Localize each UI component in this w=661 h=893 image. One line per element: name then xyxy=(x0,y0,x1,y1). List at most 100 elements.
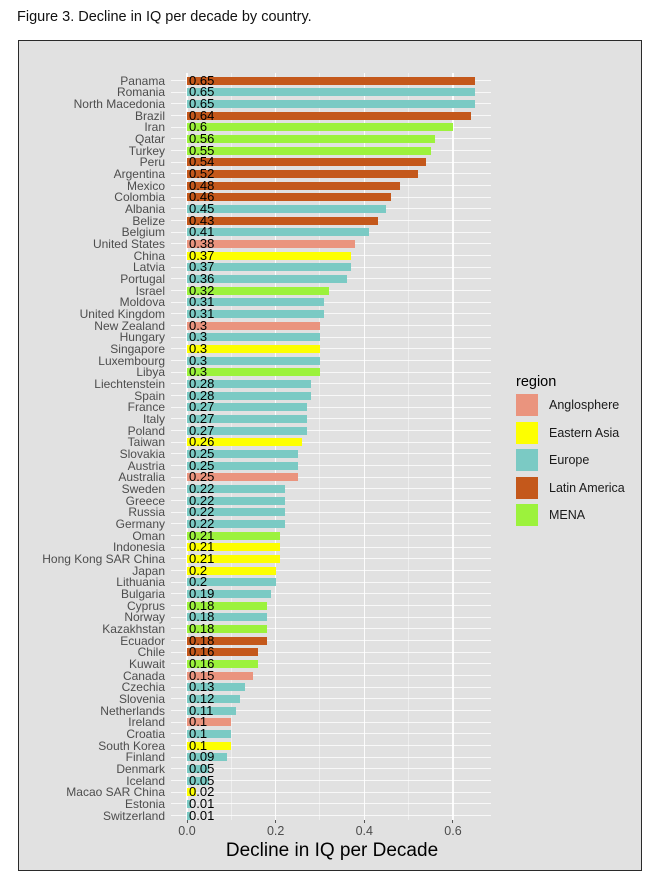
value-label: 0.1 xyxy=(189,737,208,753)
legend-swatch xyxy=(516,449,538,471)
gridline-horizontal xyxy=(171,756,491,758)
legend-swatch xyxy=(516,394,538,416)
country-label: Kazakhstan xyxy=(102,621,165,636)
value-label: 0.22 xyxy=(189,492,215,508)
legend-label: Anglosphere xyxy=(549,398,620,412)
gridline-horizontal xyxy=(171,780,491,782)
value-label: 0.16 xyxy=(189,655,215,671)
gridline-horizontal xyxy=(171,593,491,595)
gridline-vertical-major xyxy=(452,72,454,820)
legend-swatch xyxy=(516,476,538,499)
bar xyxy=(187,589,272,598)
value-label: 0.64 xyxy=(189,107,215,123)
gridline-horizontal xyxy=(171,640,491,642)
legend-swatch xyxy=(516,421,538,444)
gridline-horizontal xyxy=(171,406,491,408)
country-label: Romania xyxy=(116,85,165,100)
country-label: Taiwan xyxy=(127,435,165,450)
value-label: 0.38 xyxy=(189,235,215,251)
bar-rows: Panama 0.65 Romania 0.65 North Macedonia 0.65… xyxy=(19,41,641,870)
value-label: 0.43 xyxy=(189,212,215,228)
chart-figure: Panama 0.65 Romania 0.65 North Macedonia 0.65… xyxy=(18,40,642,871)
value-label: 0.55 xyxy=(189,142,215,158)
gridline-horizontal xyxy=(171,511,491,513)
bar xyxy=(187,403,307,412)
legend-label: MENA xyxy=(549,508,586,522)
country-label: Denmark xyxy=(116,761,165,776)
gridline-horizontal xyxy=(171,616,491,618)
bar xyxy=(187,578,276,587)
legend-item: Europe xyxy=(516,449,625,471)
country-label: Czechia xyxy=(121,680,165,695)
value-label: 0.2 xyxy=(189,562,208,578)
value-label: 0.28 xyxy=(189,387,215,403)
country-label: Albania xyxy=(124,201,165,216)
country-label: Finland xyxy=(125,750,165,765)
value-label: 0.3 xyxy=(189,340,208,356)
value-label: 0.3 xyxy=(189,329,208,345)
country-label: Japan xyxy=(132,563,165,578)
x-tick-mark xyxy=(363,820,365,823)
country-label: Macao SAR China xyxy=(66,785,165,800)
gridline-horizontal xyxy=(171,313,491,315)
country-label: Turkey xyxy=(128,143,165,158)
bar xyxy=(187,286,329,295)
bar xyxy=(187,519,285,528)
value-label: 0.01 xyxy=(189,807,215,823)
country-label: Panama xyxy=(120,73,165,88)
value-label: 0.11 xyxy=(189,702,214,718)
legend-items: Anglosphere Eastern Asia Europe Latin Ameri… xyxy=(516,394,625,526)
legend-item: Latin America xyxy=(516,476,625,499)
gridline-horizontal xyxy=(171,488,491,490)
value-label: 0.18 xyxy=(189,609,215,625)
legend-item: Eastern Asia xyxy=(516,421,625,444)
country-label: Poland xyxy=(127,423,165,438)
country-label: Latvia xyxy=(132,260,165,275)
bar xyxy=(187,531,281,540)
country-label: Canada xyxy=(122,668,165,683)
bar xyxy=(187,228,369,237)
bar xyxy=(187,134,436,143)
country-label: Cyprus xyxy=(126,598,165,613)
value-label: 0.09 xyxy=(189,749,215,765)
country-label: Germany xyxy=(115,516,165,531)
country-label: Norway xyxy=(124,610,165,625)
value-label: 0.37 xyxy=(189,259,215,275)
gridline-horizontal xyxy=(171,663,491,665)
value-label: 0.27 xyxy=(189,399,215,415)
bar xyxy=(187,659,258,668)
gridline-vertical-major xyxy=(363,72,366,820)
bar xyxy=(187,496,285,505)
country-label: Hong Kong SAR China xyxy=(42,551,165,566)
country-label: Qatar xyxy=(134,131,165,146)
gridline-vertical-major xyxy=(274,72,277,820)
country-label: Australia xyxy=(118,470,165,485)
gridline-horizontal xyxy=(171,476,491,478)
country-label: Argentina xyxy=(113,166,165,181)
bar xyxy=(187,566,276,575)
country-label: Indonesia xyxy=(112,540,165,555)
bar xyxy=(187,239,356,248)
value-label: 0.25 xyxy=(189,457,215,473)
country-label: Kuwait xyxy=(128,656,165,671)
country-label: Liechtenstein xyxy=(94,376,165,391)
value-label: 0.3 xyxy=(189,317,208,333)
legend-item: MENA xyxy=(516,504,625,526)
bar xyxy=(187,356,320,365)
bar xyxy=(187,624,267,633)
bar xyxy=(187,99,476,108)
value-label: 0.46 xyxy=(189,189,215,205)
country-label: Spain xyxy=(134,388,165,403)
x-axis-title: Decline in IQ per Decade xyxy=(225,840,439,861)
value-label: 0.05 xyxy=(189,772,215,788)
bar xyxy=(187,683,245,692)
bar xyxy=(187,181,400,190)
bar xyxy=(187,543,281,552)
value-label: 0.3 xyxy=(189,352,208,368)
gridline-vertical-minor xyxy=(319,72,321,820)
country-label: Luxembourg xyxy=(98,353,165,368)
bar xyxy=(187,123,453,132)
legend-label: Latin America xyxy=(549,480,625,495)
gridline-horizontal xyxy=(171,371,491,373)
country-label: Lithuania xyxy=(116,575,165,590)
